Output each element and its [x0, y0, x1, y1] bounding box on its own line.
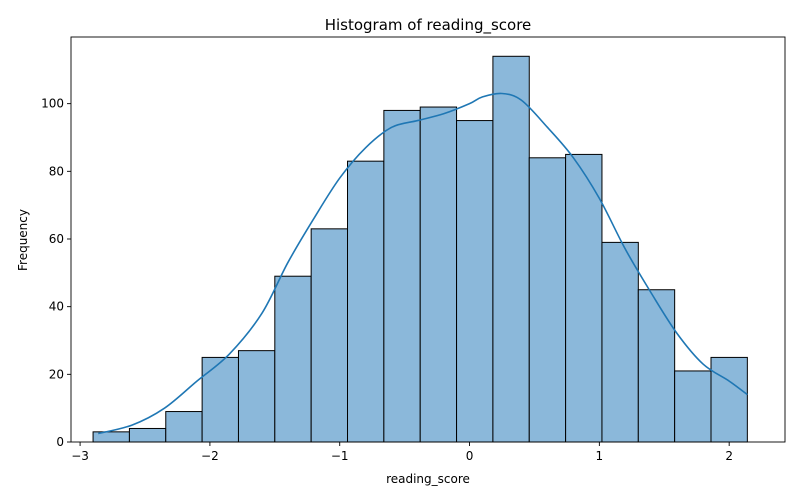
chart-title: Histogram of reading_score	[325, 16, 532, 35]
histogram-bar	[492, 55, 530, 443]
histogram-bar	[565, 153, 603, 443]
histogram-bar	[419, 106, 458, 443]
y-axis-label: Frequency	[16, 209, 30, 271]
x-tick-label: −1	[331, 449, 349, 463]
histogram-bar	[528, 157, 567, 443]
y-tick-label: 80	[49, 164, 64, 178]
histogram-bar	[347, 160, 385, 443]
histogram-bar	[201, 356, 239, 443]
y-axis-ticks: 0 20 40 60 80 100	[41, 97, 71, 449]
histogram-bar	[456, 120, 494, 443]
histogram-bar	[310, 228, 349, 443]
histogram-bar	[237, 350, 276, 443]
y-tick-label: 40	[49, 300, 64, 314]
y-tick-label: 20	[49, 367, 64, 381]
histogram-bar	[710, 356, 748, 443]
x-tick-label: −3	[71, 449, 89, 463]
x-tick-label: −2	[201, 449, 219, 463]
histogram-bar	[674, 370, 712, 443]
histogram-bar	[274, 275, 312, 443]
y-tick-label: 100	[41, 97, 64, 111]
histogram-bar	[601, 241, 639, 443]
y-tick-label: 60	[49, 232, 64, 246]
histogram-bar	[128, 427, 167, 443]
kde-curve	[98, 92, 748, 435]
histogram-bar	[165, 411, 203, 443]
x-tick-label: 0	[466, 449, 474, 463]
y-tick-label: 0	[56, 435, 64, 449]
bars-group	[92, 55, 748, 443]
histogram-bar	[637, 289, 676, 443]
x-axis-label: reading_score	[386, 472, 470, 486]
x-axis-ticks: −3 −2 −1 0 1 2	[71, 442, 733, 463]
histogram-bar	[383, 109, 421, 443]
plot-frame	[70, 36, 786, 443]
x-tick-label: 1	[596, 449, 604, 463]
x-tick-label: 2	[725, 449, 733, 463]
